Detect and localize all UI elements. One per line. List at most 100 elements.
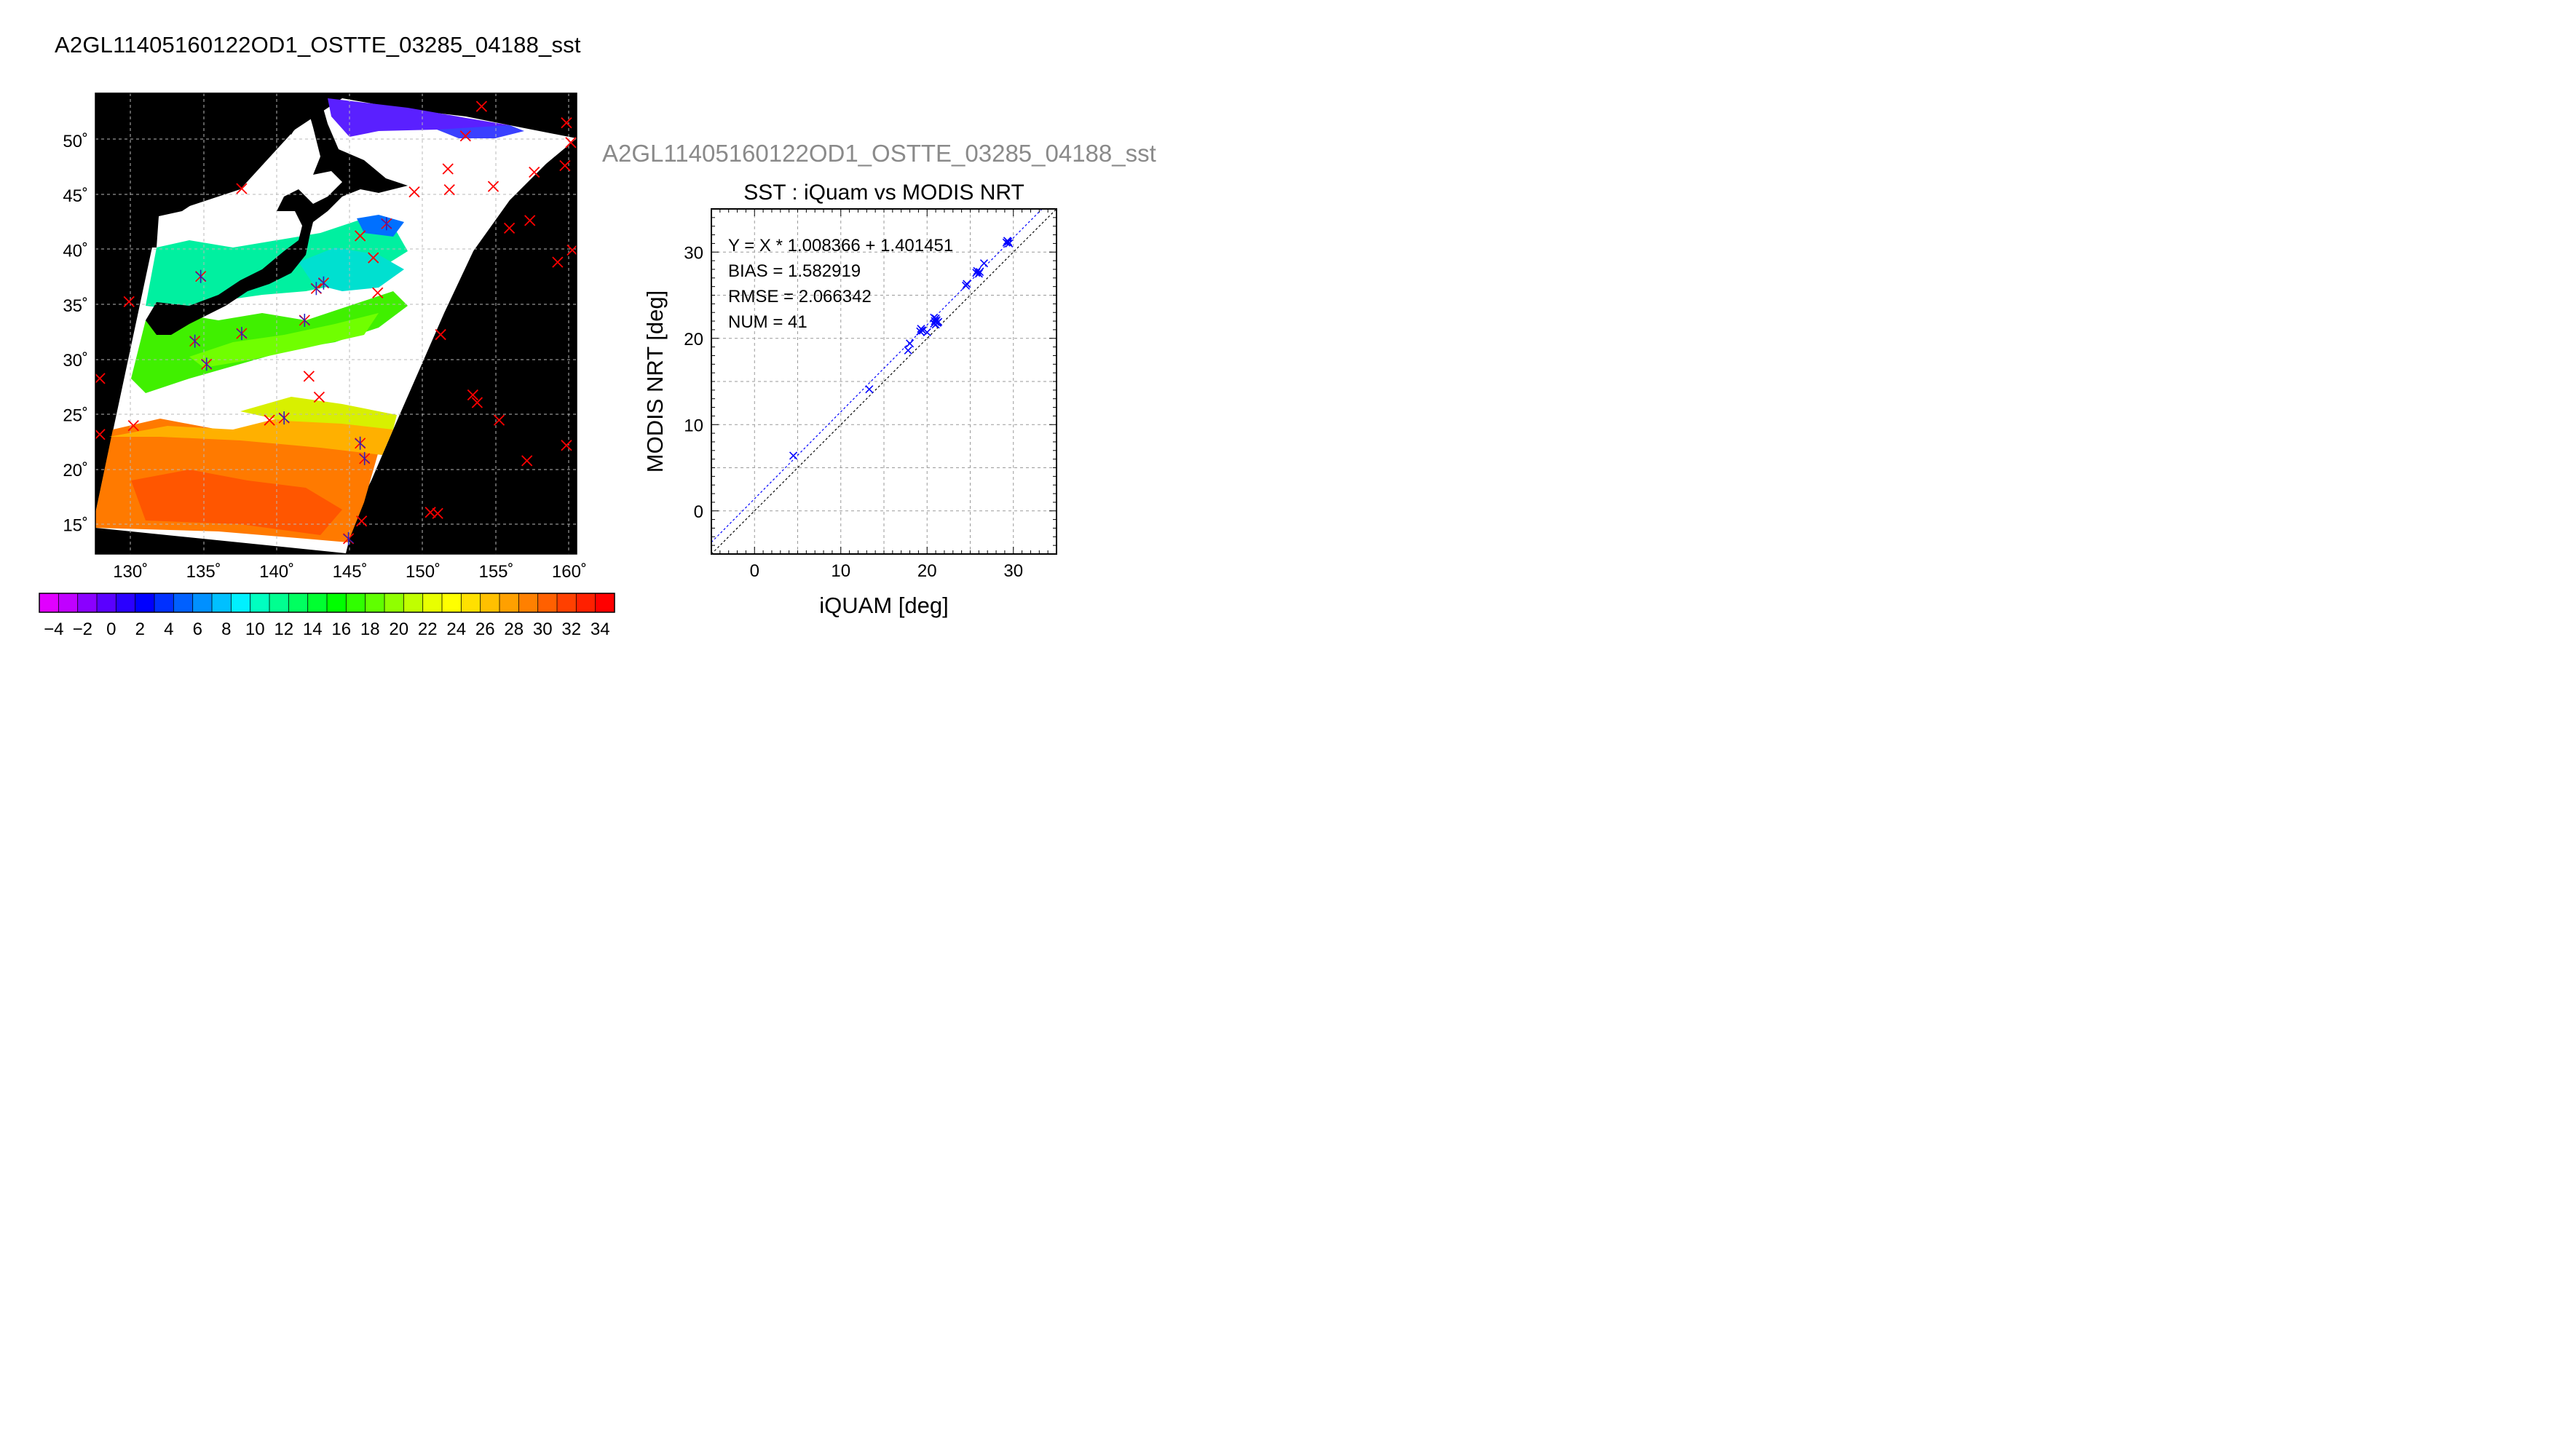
colorbar-tick: 30 <box>533 620 553 639</box>
colorbar-tick: 14 <box>303 620 323 639</box>
scatter-y-tick: 30 <box>684 243 703 263</box>
scatter-x-tick-labels: 0 10 20 30 <box>750 561 1024 581</box>
scatter-stat-line: NUM = 41 <box>728 312 807 332</box>
red-x-marker <box>95 373 106 384</box>
blue-star-marker <box>201 357 213 371</box>
colorbar-segment <box>250 593 270 612</box>
colorbar-tick: 18 <box>360 620 380 639</box>
main-title: A2GL11405160122OD1_OSTTE_03285_04188_sst <box>55 32 581 58</box>
colorbar-segment <box>365 593 385 612</box>
map-lon-tick: 145˚ <box>333 562 368 582</box>
sst-yellow-band <box>109 415 393 455</box>
colorbar-segment <box>327 593 347 612</box>
colorbar-segment <box>231 593 251 612</box>
colorbar-segment <box>288 593 309 612</box>
colorbar-segment <box>499 593 519 612</box>
map-lon-tick: 140˚ <box>259 562 294 582</box>
land-sakhalin <box>280 93 306 135</box>
scatter-point <box>975 267 984 277</box>
colorbar-tick: −4 <box>44 620 63 639</box>
sst-green-kuroshio <box>189 313 379 368</box>
scatter-minor-ticks <box>711 208 1057 555</box>
red-x-marker <box>467 389 478 401</box>
map-lon-tick: 155˚ <box>478 562 513 582</box>
red-x-marker <box>566 244 577 256</box>
scatter-x-label: iQUAM [deg] <box>819 593 948 618</box>
map-lon-tick: 135˚ <box>186 562 221 582</box>
blue-star-marker <box>299 313 310 327</box>
red-x-marker <box>443 183 455 196</box>
red-x-marker <box>459 130 471 142</box>
sst-teal-patch <box>299 248 404 291</box>
red-x-marker <box>435 328 446 341</box>
sst-yellow-green-band <box>240 397 397 430</box>
colorbar-tick-labels: −4 −2 0 2 4 6 8 10 12 14 16 18 20 22 24 26 28 30 32 34 <box>44 620 610 639</box>
map-frame <box>95 92 577 555</box>
colorbar-segment <box>422 593 443 612</box>
sst-hot-core <box>131 470 342 535</box>
map-lat-tick: 45˚ <box>63 186 88 206</box>
land-japan <box>146 98 408 335</box>
blue-star-marker <box>317 276 329 290</box>
blue-star-marker <box>236 327 248 341</box>
blue-star-marker <box>343 531 355 545</box>
scatter-point <box>905 339 915 348</box>
colorbar-segment <box>480 593 500 612</box>
scatter-panel: SST : iQuam vs MODIS NRT 0 10 20 30 0 10 20 30… <box>642 181 1057 618</box>
colorbar-segment <box>576 593 596 612</box>
red-x-marker <box>372 287 384 298</box>
scatter-point <box>974 269 983 278</box>
colorbar-segment <box>307 593 328 612</box>
swath-layer <box>95 93 577 554</box>
red-x-marker <box>561 440 572 451</box>
scatter-point <box>930 320 939 328</box>
scatter-stat-line: BIAS = 1.582919 <box>728 261 861 281</box>
scatter-point <box>1002 238 1011 247</box>
colorbar-tick: 22 <box>418 620 438 639</box>
map-lon-tick: 160˚ <box>552 562 587 582</box>
blue-star-marker <box>381 217 392 231</box>
colorbar-tick: 12 <box>274 620 293 639</box>
sst-colorbar <box>39 593 615 613</box>
scatter-points <box>789 237 1014 460</box>
colorbar-segment <box>77 593 98 612</box>
colorbar-frame <box>39 593 615 613</box>
colorbar-tick: 8 <box>221 620 231 639</box>
scatter-point <box>1003 237 1012 245</box>
map-lat-tick: 20˚ <box>63 461 88 480</box>
map-lat-tick: 15˚ <box>63 515 88 535</box>
colorbar-segment <box>537 593 558 612</box>
scatter-point <box>865 385 874 394</box>
colorbar-tick: 24 <box>446 620 466 639</box>
regression-line <box>711 209 1043 543</box>
red-x-marker <box>559 159 571 172</box>
colorbar-tick: 16 <box>331 620 351 639</box>
scatter-point <box>916 327 925 336</box>
red-x-marker <box>313 391 325 403</box>
colorbar-tick: 20 <box>389 620 408 639</box>
colorbar-segment <box>403 593 424 612</box>
scatter-header-title: A2GL11405160122OD1_OSTTE_03285_04188_sst <box>602 140 1156 167</box>
scatter-y-tick: 0 <box>694 502 703 522</box>
scatter-point <box>979 259 989 268</box>
scatter-y-tick: 20 <box>684 330 703 349</box>
blue-star-marker <box>189 334 201 348</box>
red-x-marker <box>264 414 275 426</box>
red-x-marker <box>355 230 366 242</box>
sst-cold-patch-2 <box>437 125 524 138</box>
scatter-point <box>963 280 971 288</box>
colorbar-segment <box>557 593 577 612</box>
red-x-marker <box>303 371 315 382</box>
red-x-marker <box>432 507 443 519</box>
colorbar-segment <box>116 593 136 612</box>
red-x-marker <box>95 429 106 440</box>
scatter-grid <box>711 209 1057 554</box>
red-x-marker <box>368 252 379 264</box>
red-x-marker <box>524 215 536 226</box>
colorbar-tick: 2 <box>135 620 145 639</box>
red-x-marker <box>408 186 420 198</box>
scatter-x-tick: 20 <box>917 561 937 581</box>
red-x-marker <box>471 397 483 408</box>
colorbar-segment <box>461 593 481 612</box>
colorbar-segment <box>192 593 213 612</box>
